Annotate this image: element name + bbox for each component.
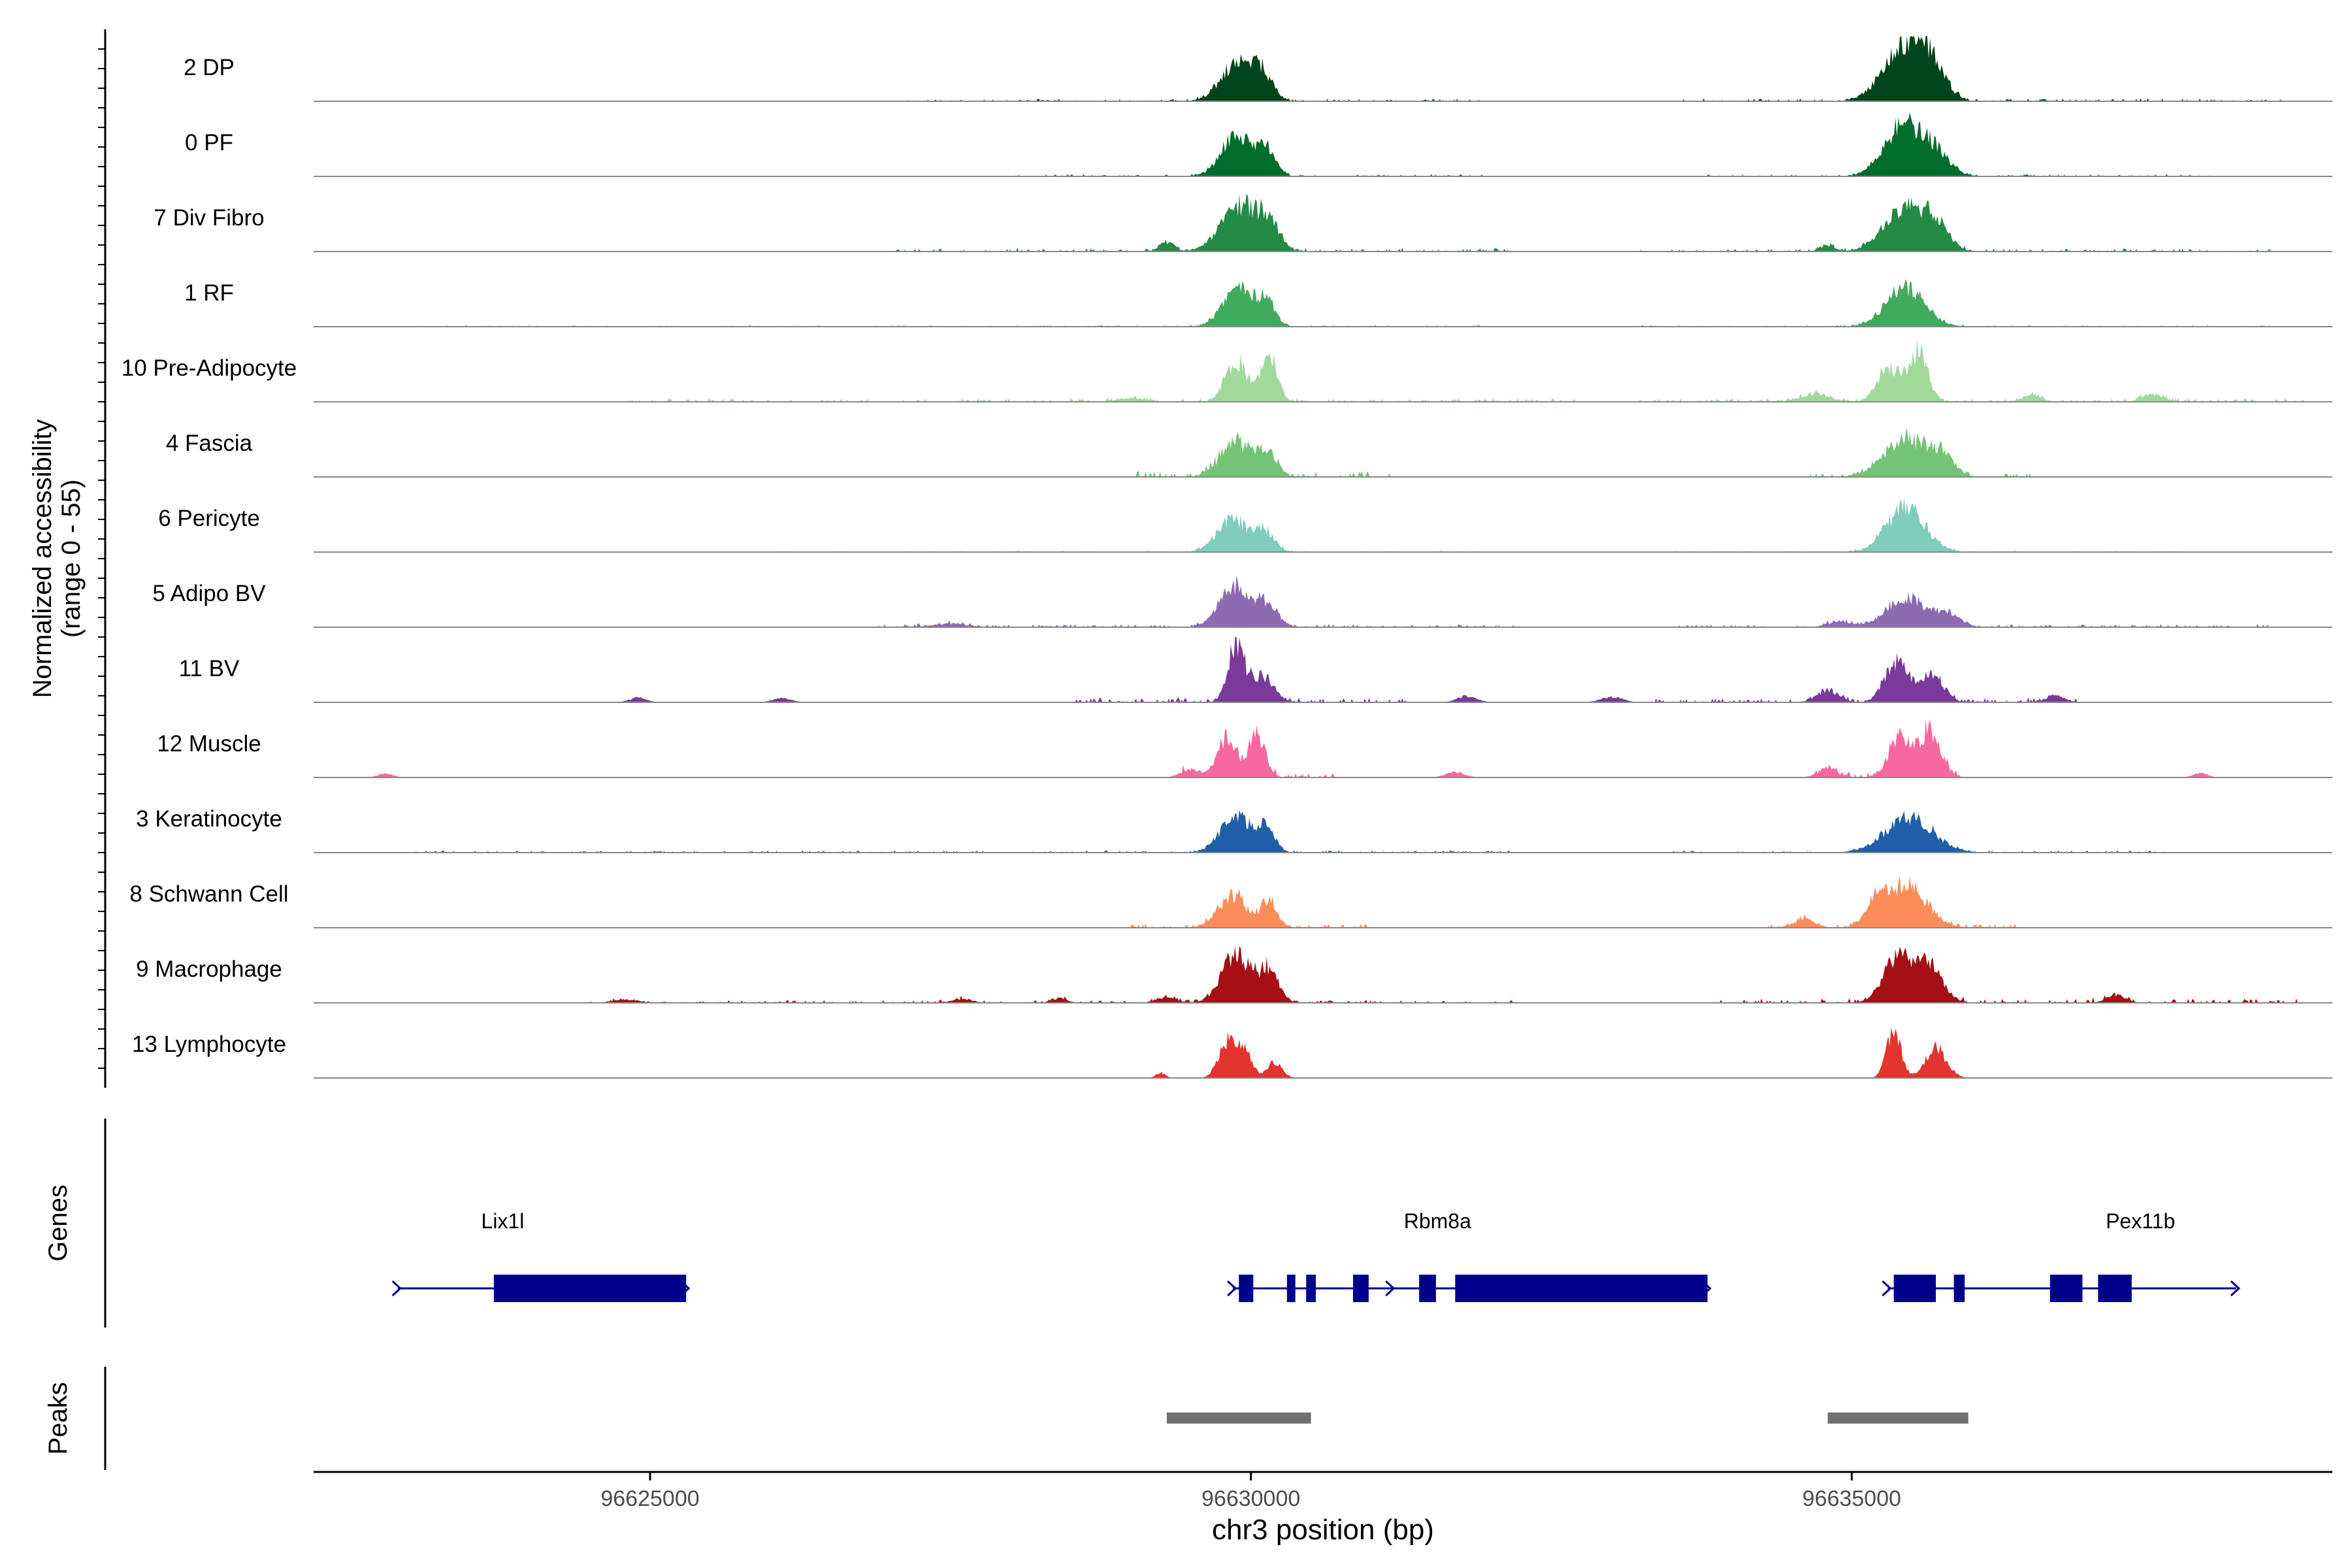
track-label: 1 RF <box>184 280 234 306</box>
coverage-area <box>314 339 2332 402</box>
coverage-track: 13 Lymphocyte <box>132 1027 2332 1079</box>
strand-arrow <box>1882 1280 1892 1297</box>
coverage-track: 6 Pericyte <box>158 497 2332 553</box>
coverage-y-ticks <box>98 48 105 1069</box>
gene-annotations: Lix1l Rbm8a Pex11b <box>391 1209 2241 1302</box>
x-axis-ticks: 96625000 96630000 96635000 <box>600 1472 1901 1511</box>
coverage-track: 7 Div Fibro <box>154 193 2332 252</box>
coverage-area <box>314 1027 2332 1078</box>
gene-exon <box>1455 1275 1708 1302</box>
coverage-track: 0 PF <box>185 112 2332 177</box>
x-tick-label: 96635000 <box>1803 1486 1901 1511</box>
x-axis-title: chr3 position (bp) <box>1212 1514 1434 1546</box>
strand-arrow <box>2230 1280 2241 1297</box>
coverage-track: 8 Schwann Cell <box>129 875 2332 928</box>
gene-exon <box>2050 1275 2083 1302</box>
gene-model: Pex11b <box>1882 1209 2241 1302</box>
gene-model: Lix1l <box>391 1209 691 1302</box>
track-label: 12 Muscle <box>157 731 261 757</box>
coverage-track: 2 DP <box>184 36 2332 102</box>
track-label: 0 PF <box>185 130 233 155</box>
coverage-area <box>314 946 2332 1003</box>
coverage-track: 1 RF <box>184 278 2332 327</box>
gene-label: Pex11b <box>2106 1209 2175 1233</box>
track-label: 7 Div Fibro <box>154 205 264 231</box>
y-axis-title: Normalized accessibility <box>28 419 57 698</box>
track-label: 9 Macrophage <box>136 956 282 982</box>
coverage-track: 4 Fascia <box>166 427 2332 478</box>
track-label: 4 Fascia <box>166 431 253 456</box>
track-label: 13 Lymphocyte <box>132 1032 286 1057</box>
coverage-area <box>314 637 2332 702</box>
track-label: 8 Schwann Cell <box>129 881 288 907</box>
gene-exon <box>1239 1275 1254 1302</box>
coverage-track: 10 Pre-Adipocyte <box>122 339 2332 402</box>
track-label: 2 DP <box>184 55 235 80</box>
x-tick-label: 96630000 <box>1201 1486 1300 1511</box>
gene-label: Lix1l <box>482 1209 525 1233</box>
peak-regions <box>1166 1413 1968 1424</box>
track-label: 11 BV <box>179 656 240 681</box>
track-label: 10 Pre-Adipocyte <box>122 355 297 381</box>
gene-exon <box>1306 1275 1316 1302</box>
peak-region-bar <box>1166 1413 1311 1424</box>
gene-exon <box>1352 1275 1369 1302</box>
coverage-area <box>314 278 2332 327</box>
coverage-track: 11 BV <box>179 637 2332 703</box>
gene-exon <box>1419 1275 1436 1302</box>
track-label: 3 Keratinocyte <box>136 806 282 832</box>
coverage-area <box>314 575 2332 627</box>
track-label: 5 Adipo BV <box>152 581 266 606</box>
peak-region-bar <box>1827 1413 1968 1424</box>
coverage-area <box>314 427 2332 477</box>
peaks-track-label: Peaks <box>44 1382 73 1454</box>
coverage-track: 12 Muscle <box>157 719 2332 778</box>
gene-exon <box>2098 1275 2132 1302</box>
strand-arrow <box>1227 1280 1237 1297</box>
strand-arrow <box>391 1280 402 1297</box>
coverage-track: 9 Macrophage <box>136 946 2332 1004</box>
gene-exon <box>493 1275 687 1302</box>
gene-model: Rbm8a <box>1227 1209 1712 1302</box>
gene-label: Rbm8a <box>1404 1209 1471 1233</box>
coverage-area <box>314 36 2332 101</box>
coverage-area <box>314 875 2332 928</box>
coverage-area <box>314 193 2332 252</box>
y-axis-range: (range 0 - 55) <box>57 480 86 638</box>
coverage-area <box>314 809 2332 853</box>
gene-exon <box>1953 1275 1965 1302</box>
coverage-area <box>314 719 2332 777</box>
coverage-area <box>314 112 2332 176</box>
track-label: 6 Pericyte <box>158 506 260 531</box>
x-tick-label: 96625000 <box>600 1486 699 1511</box>
coverage-tracks: 2 DP 0 PF 7 Div Fibro 1 RF 10 Pre-Adipocyte 4… <box>122 36 2332 1079</box>
coverage-area <box>314 497 2332 552</box>
coverage-track: 3 Keratinocyte <box>136 806 2332 853</box>
gene-exon <box>1893 1275 1936 1302</box>
strand-arrow <box>1385 1280 1396 1297</box>
genes-track-label: Genes <box>44 1184 73 1262</box>
coverage-track: 5 Adipo BV <box>152 575 2332 628</box>
gene-exon <box>1286 1275 1296 1302</box>
